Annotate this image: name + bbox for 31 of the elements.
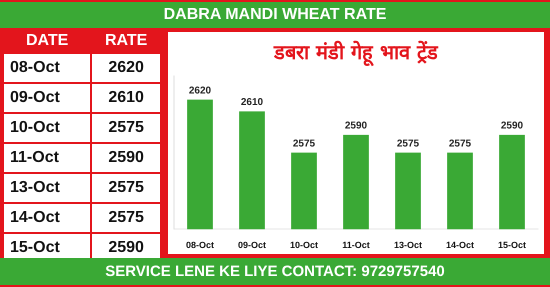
data-label: 2575 (292, 138, 316, 150)
data-label: 2620 (188, 85, 212, 96)
data-label: 2575 (91, 203, 161, 233)
category-label: 11-Oct (3, 143, 92, 173)
text: RATE (104, 31, 148, 51)
x-tick-label: 15-Oct (498, 240, 526, 250)
x-tick-label: 14-Oct (446, 240, 474, 250)
x-tick-label: 09-Oct (238, 240, 266, 250)
text: DABRA MANDI WHEAT RATE (0, 2, 550, 28)
data-label: 2575 (91, 113, 161, 143)
data-label: 2575 (396, 138, 420, 150)
data-label: 2590 (91, 233, 161, 263)
data-label: 2590 (344, 120, 368, 132)
data-label: 2610 (91, 83, 161, 113)
x-tick-label: 10-Oct (290, 240, 318, 250)
data-label: 2610 (240, 97, 264, 108)
data-label: 2590 (91, 143, 161, 173)
x-tick-label: 13-Oct (394, 240, 422, 250)
category-label: 09-Oct (3, 83, 92, 113)
category-label: 08-Oct (3, 53, 92, 83)
data-label: 2620 (91, 53, 161, 83)
data-label: 2590 (500, 120, 524, 132)
x-tick-label: 11-Oct (342, 240, 370, 250)
chart-title: डबरा मंडी गेहू भाव ट्रेंड (273, 40, 439, 68)
data-label: 2575 (91, 173, 161, 203)
category-label: 10-Oct (3, 113, 92, 143)
text: SERVICE LENE KE LIYE CONTACT: 9729757540 (0, 258, 550, 285)
x-tick-label: 08-Oct (186, 240, 214, 250)
category-label: 13-Oct (3, 173, 92, 203)
data-label: 2575 (448, 138, 472, 150)
text: DATE (24, 31, 70, 51)
